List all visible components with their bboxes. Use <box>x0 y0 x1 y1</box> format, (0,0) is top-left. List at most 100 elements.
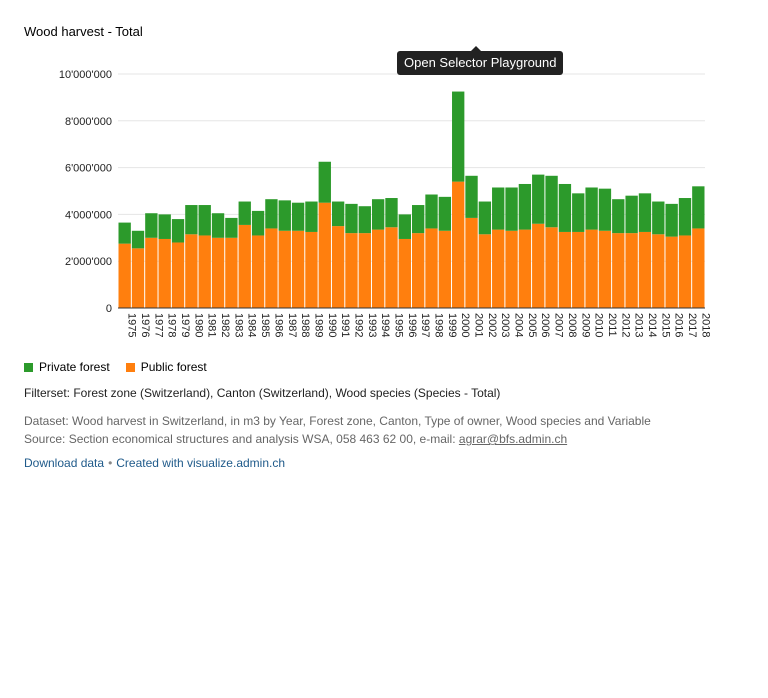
y-tick-label: 4'000'000 <box>65 209 112 221</box>
bar-public-forest <box>518 229 532 308</box>
bar-public-forest <box>371 229 385 308</box>
x-tick-label: 2007 <box>553 313 565 337</box>
bar-private-forest <box>225 217 238 238</box>
bar-private-forest <box>305 201 318 232</box>
bar-private-forest <box>505 187 518 231</box>
bar-private-forest <box>145 213 158 238</box>
bar-private-forest <box>425 194 438 229</box>
x-tick-label: 2009 <box>579 313 591 337</box>
legend-label-private-forest: Private forest <box>39 360 110 374</box>
bar-private-forest <box>185 205 198 235</box>
stacked-bar-chart: 0 2'000'000 4'000'000 6'000'000 8'000'000 10'… <box>59 69 711 337</box>
x-tick-label: 1987 <box>286 313 298 337</box>
bar-public-forest <box>625 233 638 308</box>
y-tick-label: 10'000'000 <box>59 69 112 81</box>
bar-private-forest <box>278 200 291 231</box>
x-tick-label: 2013 <box>633 313 645 337</box>
bar-public-forest <box>425 228 438 308</box>
bar-public-forest <box>118 243 131 308</box>
x-tick-label: 1997 <box>419 313 431 337</box>
bar-public-forest <box>171 242 185 308</box>
footer-links: Download data • Created with visualize.adm… <box>24 456 285 470</box>
created-with-link[interactable]: Created with visualize.admin.ch <box>116 456 286 470</box>
bar-private-forest <box>625 195 638 234</box>
bar-public-forest <box>278 230 291 308</box>
x-tick-label: 1984 <box>246 313 258 337</box>
legend-label-public-forest: Public forest <box>140 360 207 374</box>
legend-swatch-public-forest <box>125 362 135 372</box>
bar-private-forest <box>251 210 265 236</box>
bar-public-forest <box>572 231 585 308</box>
x-tick-label: 1978 <box>166 313 178 337</box>
bar-private-forest <box>518 183 532 230</box>
legend-item-public-forest: Public forest <box>125 360 207 374</box>
x-tick-label: 2015 <box>659 313 671 337</box>
bar-public-forest <box>478 234 492 308</box>
bar-public-forest <box>398 238 411 308</box>
download-data-link[interactable]: Download data <box>24 456 105 470</box>
bar-public-forest <box>558 231 572 308</box>
x-tick-label: 2018 <box>699 313 711 337</box>
y-tick-label: 2'000'000 <box>65 256 112 268</box>
bar-public-forest <box>145 237 158 308</box>
bar-private-forest <box>452 91 465 182</box>
bar-public-forest <box>345 233 358 308</box>
bar-private-forest <box>438 196 452 231</box>
x-tick-label: 1977 <box>152 313 164 337</box>
bar-public-forest <box>225 237 238 308</box>
bar-public-forest <box>251 235 265 308</box>
x-tick-label: 2003 <box>499 313 511 337</box>
bar-private-forest <box>558 183 572 232</box>
x-tick-label: 2017 <box>686 313 698 337</box>
x-tick-label: 1985 <box>259 313 271 337</box>
x-tick-label: 1991 <box>339 313 351 337</box>
bar-public-forest <box>465 217 478 308</box>
x-tick-label: 2004 <box>513 313 525 337</box>
x-tick-label: 2000 <box>459 313 471 337</box>
bar-private-forest <box>545 175 558 228</box>
bar-private-forest <box>585 187 598 230</box>
source-prefix: Source: Section economical structures an… <box>24 432 459 446</box>
bar-public-forest <box>438 230 452 308</box>
bar-public-forest <box>198 235 211 308</box>
x-tick-label: 2014 <box>646 313 658 337</box>
bar-private-forest <box>612 199 625 234</box>
bar-private-forest <box>171 219 185 243</box>
bar-private-forest <box>598 188 612 231</box>
source-email-link[interactable]: agrar@bfs.admin.ch <box>458 432 568 446</box>
x-tick-label: 1989 <box>312 313 324 337</box>
bar-private-forest <box>158 214 171 239</box>
bar-public-forest <box>678 235 692 308</box>
x-tick-label: 1983 <box>232 313 244 337</box>
selector-playground-tooltip[interactable]: Open Selector Playground <box>397 46 564 75</box>
bar-private-forest <box>652 201 665 235</box>
x-tick-label: 1975 <box>126 313 138 337</box>
bar-public-forest <box>692 228 705 308</box>
bar-public-forest <box>305 231 318 308</box>
x-tick-label: 2010 <box>593 313 605 337</box>
x-tick-label: 1982 <box>219 313 231 337</box>
bar-public-forest <box>265 228 278 308</box>
x-tick-label: 2016 <box>673 313 685 337</box>
x-tick-label: 2001 <box>473 313 485 337</box>
bar-private-forest <box>385 198 398 228</box>
bar-public-forest <box>412 233 425 308</box>
x-tick-label: 1988 <box>299 313 311 337</box>
bar-public-forest <box>158 238 171 308</box>
y-tick-label: 6'000'000 <box>65 163 112 175</box>
bar-public-forest <box>318 202 331 308</box>
bar-private-forest <box>492 187 505 230</box>
x-tick-label: 1998 <box>433 313 445 337</box>
bar-private-forest <box>412 205 425 234</box>
dataset-text: Dataset: Wood harvest in Switzerland, in… <box>24 414 651 428</box>
x-tick-label: 2002 <box>486 313 498 337</box>
bar-private-forest <box>318 161 331 203</box>
chart-title: Wood harvest - Total <box>24 24 143 39</box>
bar-private-forest <box>358 206 371 234</box>
bar-public-forest <box>211 237 225 308</box>
x-tick-label: 1992 <box>352 313 364 337</box>
bar-private-forest <box>638 193 652 232</box>
bar-public-forest <box>665 236 678 308</box>
bar-private-forest <box>398 214 411 239</box>
bar-private-forest <box>331 201 345 227</box>
